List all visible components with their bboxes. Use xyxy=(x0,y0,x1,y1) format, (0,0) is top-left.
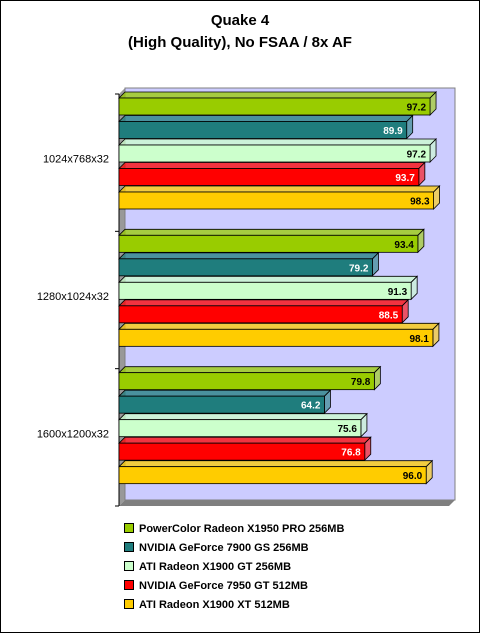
title-line-1: Quake 4 xyxy=(210,12,270,29)
bar-value-label: 88.5 xyxy=(379,310,399,321)
bar xyxy=(118,395,325,414)
bar-value-label: 79.8 xyxy=(351,377,371,388)
bar-top-face xyxy=(118,115,414,122)
legend-label: ATI Radeon X1900 GT 256MB xyxy=(139,561,292,573)
legend-swatch xyxy=(124,561,134,572)
bar-top-face xyxy=(118,252,380,260)
bar-top-face xyxy=(118,185,441,193)
legend-label: PowerColor Radeon X1950 PRO 256MB xyxy=(139,523,345,535)
bar-value-label: 97.2 xyxy=(407,150,427,161)
bar-top-face xyxy=(118,228,425,236)
legend-swatch xyxy=(124,599,134,610)
bar xyxy=(118,442,366,461)
category-label: 1024x768x32 xyxy=(43,154,109,166)
bar-value-label: 96.0 xyxy=(403,471,423,482)
category-label: 1600x1200x32 xyxy=(37,428,109,440)
bar xyxy=(118,419,362,438)
bar-top-face xyxy=(118,366,382,374)
bar xyxy=(118,97,431,116)
bar-top-face xyxy=(118,413,368,421)
bar-value-label: 98.1 xyxy=(409,334,429,345)
bar xyxy=(118,258,373,277)
bar-top-face xyxy=(118,138,438,146)
bar-top-face xyxy=(118,436,372,444)
bar-value-label: 64.2 xyxy=(301,401,321,412)
bar-value-label: 98.3 xyxy=(410,197,430,208)
bar-value-label: 75.6 xyxy=(337,424,357,435)
bar-value-label: 76.8 xyxy=(341,448,361,459)
bar-value-label: 89.9 xyxy=(383,126,403,137)
title-line-2: (High Quality), No FSAA / 8x AF xyxy=(128,34,352,51)
bar xyxy=(118,372,375,391)
legend-swatch xyxy=(124,580,134,591)
chart-legend: PowerColor Radeon X1950 PRO 256MB NVIDIA … xyxy=(124,520,344,615)
bar-top-face xyxy=(118,275,419,283)
bar-top-face xyxy=(118,299,410,307)
bar-value-label: 93.7 xyxy=(395,173,415,184)
plot-floor xyxy=(119,500,455,506)
bar xyxy=(118,305,403,324)
bar xyxy=(118,144,431,163)
legend-swatch xyxy=(124,542,134,553)
chart-title: Quake 4 (High Quality), No FSAA / 8x AF xyxy=(0,10,480,54)
legend-item: ATI Radeon X1900 XT 512MB xyxy=(124,596,344,615)
bar-value-label: 93.4 xyxy=(394,240,414,251)
legend-item: NVIDIA GeForce 7900 GS 256MB xyxy=(124,539,344,558)
category-label: 1280x1024x32 xyxy=(37,291,109,303)
bar xyxy=(118,191,434,210)
bar-top-face xyxy=(118,389,332,397)
legend-item: ATI Radeon X1900 GT 256MB xyxy=(124,558,344,577)
bar xyxy=(118,281,412,300)
bar-value-label: 91.3 xyxy=(388,287,408,298)
legend-label: ATI Radeon X1900 XT 512MB xyxy=(139,599,290,611)
legend-label: NVIDIA GeForce 7950 GT 512MB xyxy=(139,580,308,592)
legend-item: NVIDIA GeForce 7950 GT 512MB xyxy=(124,577,344,596)
bar-value-label: 79.2 xyxy=(349,263,369,274)
bar xyxy=(118,234,419,253)
legend-label: NVIDIA GeForce 7900 GS 256MB xyxy=(139,542,309,554)
bar-value-label: 97.2 xyxy=(407,103,427,114)
bar xyxy=(118,466,427,485)
bar-top-face xyxy=(118,322,440,330)
bar xyxy=(118,121,408,139)
bar xyxy=(118,168,420,186)
bar-top-face xyxy=(118,91,438,99)
legend-swatch xyxy=(124,523,134,534)
bar xyxy=(118,328,434,347)
legend-item: PowerColor Radeon X1950 PRO 256MB xyxy=(124,520,344,539)
bar-top-face xyxy=(118,460,434,468)
bar-top-face xyxy=(118,162,426,169)
